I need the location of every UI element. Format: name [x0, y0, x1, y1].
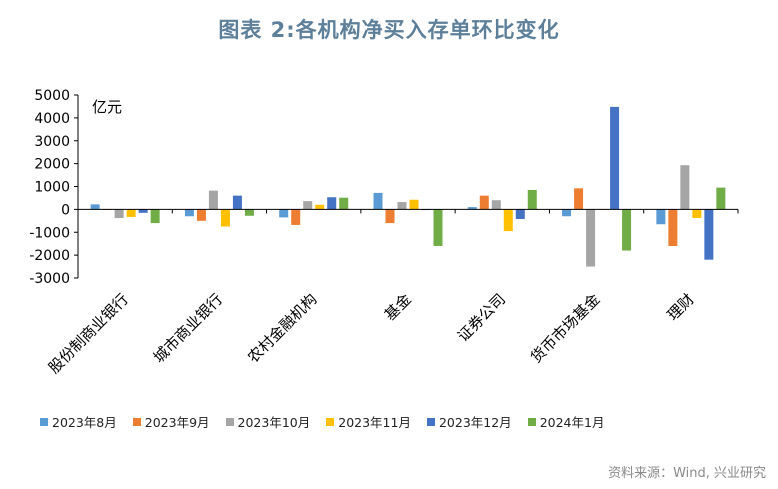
chart-title: 图表 2:各机构净买入存单环比变化 [218, 18, 560, 42]
bar [315, 204, 325, 210]
bar [327, 197, 337, 210]
legend-item: 2023年9月 [132, 412, 210, 431]
legend-label: 2023年11月 [338, 415, 411, 430]
y-tick-label: 4000 [34, 111, 70, 127]
bar [574, 188, 584, 210]
x-category-label: 城市商业银行 [150, 290, 226, 366]
bar [244, 209, 254, 216]
bar [491, 200, 501, 210]
legend-swatch [326, 417, 335, 426]
legend-item: 2023年10月 [225, 412, 311, 431]
legend-item: 2024年1月 [527, 412, 605, 431]
y-tick-label: 1000 [34, 180, 70, 196]
x-category-label: 农村金融机构 [244, 290, 320, 366]
bar [704, 209, 714, 260]
bar [433, 209, 443, 246]
bar [515, 209, 525, 219]
bar [562, 209, 572, 217]
unit-label: 亿元 [92, 98, 122, 116]
legend-item: 2023年12月 [426, 412, 512, 431]
legend: 2023年8月 2023年9月 2023年10月 2023年11月 2023年12月 20… [40, 412, 740, 431]
legend-item: 2023年8月 [40, 412, 117, 431]
y-tick-label: 5000 [34, 88, 70, 104]
bar [90, 204, 100, 210]
bar [208, 190, 218, 210]
x-category-label: 货币市场基金 [527, 290, 603, 366]
bar [279, 209, 289, 218]
legend-label: 2023年9月 [144, 415, 210, 430]
bar [232, 195, 242, 210]
x-category-label: 证券公司 [454, 290, 509, 345]
bar [479, 195, 489, 210]
bar [373, 192, 383, 210]
legend-item: 2023年11月 [326, 412, 411, 431]
bar [610, 106, 620, 210]
x-category-label: 股份制商业银行 [45, 290, 132, 377]
source-note: 资料来源：Wind, 兴业研究 [608, 466, 766, 481]
bar [503, 209, 513, 232]
bar [385, 209, 395, 224]
bar [409, 199, 419, 210]
legend-swatch [132, 417, 141, 426]
legend-swatch [225, 417, 234, 426]
bar [527, 189, 537, 210]
bar [586, 209, 596, 267]
y-tick-label: 2000 [34, 157, 70, 173]
bar [196, 209, 206, 221]
bar [680, 165, 690, 210]
bar [114, 209, 124, 219]
bar [138, 209, 148, 213]
bar [692, 209, 702, 219]
y-tick-label: 3000 [34, 134, 70, 150]
y-tick-label: -1000 [29, 225, 70, 241]
bar [339, 197, 349, 210]
bar [150, 209, 160, 224]
bar [126, 209, 136, 217]
y-tick-label: -3000 [29, 271, 70, 287]
legend-swatch [40, 417, 48, 426]
bar [668, 209, 678, 246]
bar [291, 209, 301, 225]
bar [303, 201, 313, 210]
bar [656, 209, 666, 225]
legend-label: 2023年8月 [52, 415, 117, 430]
bar [184, 209, 194, 217]
legend-label: 2023年10月 [237, 415, 311, 430]
bar [716, 187, 726, 210]
x-category-label: 基金 [381, 290, 415, 324]
bar [220, 209, 230, 227]
y-tick-label: -2000 [29, 248, 70, 264]
bar [397, 202, 407, 210]
bar [622, 209, 632, 251]
legend-swatch [426, 417, 435, 426]
x-category-label: 理财 [664, 290, 698, 324]
legend-label: 2023年12月 [438, 415, 512, 430]
y-tick-label: 0 [61, 202, 70, 218]
bar [467, 207, 477, 210]
legend-label: 2024年1月 [539, 415, 605, 430]
legend-swatch [527, 417, 536, 426]
